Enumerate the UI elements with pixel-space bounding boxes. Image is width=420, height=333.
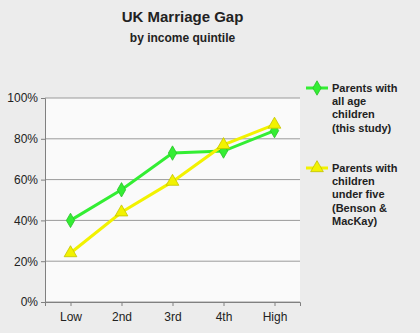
tick-mark	[41, 98, 45, 99]
tick-label: 100%	[7, 91, 38, 105]
y-tick: 60%	[14, 173, 45, 187]
legend-label-line: Parents with	[332, 162, 398, 174]
legend-label: Parents withchildrenunder five (Benson &M…	[332, 162, 398, 227]
chart: UK Marriage Gap by income quintile 0% 20% 40…	[0, 0, 420, 333]
legend-label-line: under five	[332, 188, 385, 200]
legend-marker	[311, 161, 324, 172]
tick-label: High	[263, 310, 288, 324]
x-tick: High	[263, 302, 288, 324]
legend-label-line: MacKay)	[332, 215, 378, 227]
tick-label: 3rd	[164, 310, 181, 324]
tick-mark	[71, 302, 72, 306]
x-tick: 4th	[216, 302, 233, 324]
y-axis-line	[41, 99, 46, 303]
grid	[45, 98, 300, 302]
grid-line	[45, 220, 300, 221]
x-axis: Low 2nd 3rd 4th High	[46, 302, 301, 324]
tick-label: 40%	[14, 214, 38, 228]
legend-label-line: all age	[332, 95, 366, 107]
legend-marker	[313, 81, 321, 95]
y-tick: 40%	[14, 214, 45, 228]
legend-item: Parents withall agechildren (this study)	[306, 81, 398, 134]
x-tick: 3rd	[164, 302, 181, 324]
background	[0, 0, 420, 333]
tick-label: Low	[60, 310, 82, 324]
plot-area	[45, 98, 300, 302]
legend-label-line: children	[332, 108, 375, 120]
x-tick: 2nd	[112, 302, 132, 324]
series-line	[71, 131, 275, 221]
y-axis: 0% 20% 40% 60% 80% 100%	[7, 91, 45, 309]
grid-line	[45, 138, 300, 139]
tick-mark	[122, 302, 123, 306]
legend-label: Parents withall agechildren (this study)	[332, 82, 398, 134]
legend-label-line: Parents with	[332, 82, 398, 94]
marker	[217, 138, 230, 149]
legend-label-line: children	[332, 175, 375, 187]
tick-mark	[224, 302, 225, 306]
marker	[166, 174, 179, 185]
marker	[115, 205, 128, 216]
title: UK Marriage Gap	[122, 8, 244, 25]
tick-mark	[41, 139, 45, 140]
tick-mark	[41, 261, 45, 262]
y-tick: 20%	[14, 255, 45, 269]
tick-label: 0%	[21, 295, 39, 309]
tick-label: 60%	[14, 173, 38, 187]
tick-mark	[41, 220, 45, 221]
marker	[64, 246, 77, 257]
y-tick: 80%	[14, 132, 45, 146]
marker	[117, 183, 125, 197]
y-tick: 100%	[7, 91, 45, 105]
grid-line	[45, 98, 300, 99]
y-tick: 0%	[21, 295, 45, 309]
marker	[66, 213, 74, 227]
legend-item: Parents withchildrenunder five (Benson &M…	[306, 161, 398, 227]
tick-mark	[41, 302, 45, 303]
tick-label: 20%	[14, 255, 38, 269]
x-axis-line	[46, 303, 301, 307]
legend-label-line: (Benson &	[332, 202, 387, 214]
tick-label: 80%	[14, 132, 38, 146]
marks	[64, 117, 281, 257]
marker	[268, 117, 281, 128]
tick-mark	[173, 302, 174, 306]
tick-label: 2nd	[112, 310, 132, 324]
tick-mark	[275, 302, 276, 306]
legend-label-line: (this study)	[332, 122, 392, 134]
series-line	[71, 125, 275, 254]
grid-line	[45, 261, 300, 262]
marker	[168, 146, 176, 160]
legend: Parents withall agechildren(this study)P…	[306, 81, 398, 227]
subtitle: by income quintile	[130, 31, 236, 45]
x-tick: Low	[60, 302, 82, 324]
tick-label: 4th	[216, 310, 233, 324]
tick-mark	[41, 180, 45, 181]
